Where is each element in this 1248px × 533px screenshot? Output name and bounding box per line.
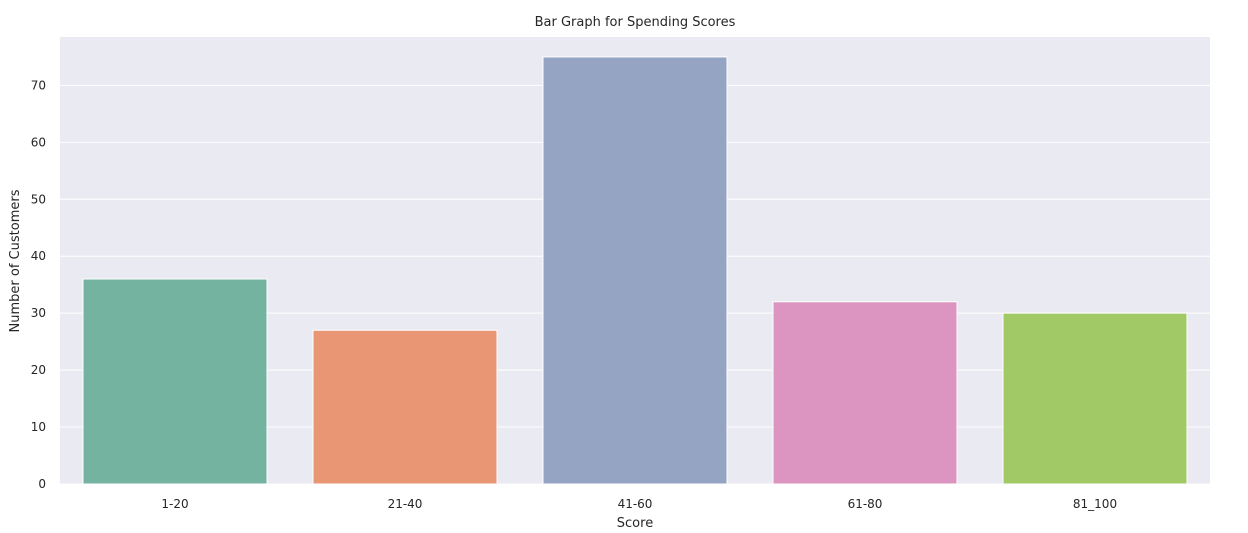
y-axis-label: Number of Customers [8, 189, 23, 332]
x-tick-label: 1-20 [161, 497, 188, 511]
y-tick-label: 10 [31, 420, 46, 434]
x-tick-label: 61-80 [848, 497, 883, 511]
y-tick-label: 0 [38, 477, 46, 491]
y-tick-label: 70 [31, 78, 46, 92]
bar-81_100 [1002, 312, 1188, 485]
y-tick-label: 20 [31, 363, 46, 377]
y-tick-labels: 0 10 20 30 40 50 60 70 [31, 78, 46, 491]
bar-61-80 [772, 301, 958, 485]
bar-1-20 [82, 278, 268, 485]
y-tick-label: 40 [31, 249, 46, 263]
chart-title: Bar Graph for Spending Scores [535, 15, 736, 30]
y-tick-label: 60 [31, 135, 46, 149]
x-tick-label: 21-40 [388, 497, 423, 511]
x-axis-label: Score [617, 516, 653, 531]
x-tick-labels: 1-20 21-40 41-60 61-80 81_100 [161, 497, 1117, 511]
bars [82, 56, 1188, 485]
x-tick-label: 81_100 [1073, 497, 1117, 511]
y-tick-label: 30 [31, 306, 46, 320]
y-tick-label: 50 [31, 192, 46, 206]
x-tick-label: 41-60 [618, 497, 653, 511]
bar-41-60 [542, 56, 728, 485]
bar-21-40 [312, 329, 498, 485]
